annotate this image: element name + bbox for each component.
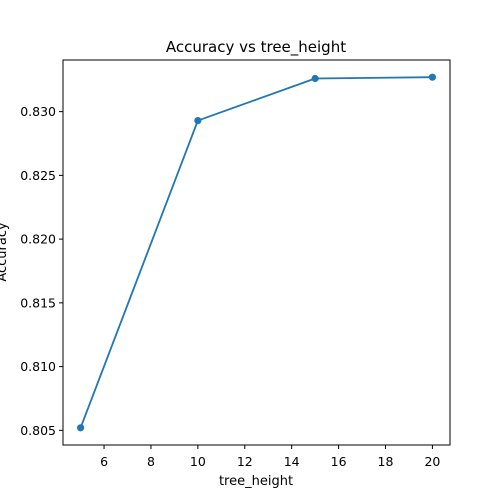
data-point (311, 74, 319, 83)
chart-title: Accuracy vs tree_height (166, 38, 346, 57)
y-tick-label: 0.820 (20, 232, 56, 247)
y-tick-label: 0.810 (20, 359, 56, 374)
y-tick-label: 0.830 (20, 104, 56, 119)
series-line (79, 76, 433, 429)
x-axis-ticks: 6 8 10 12 14 16 18 20 (100, 445, 440, 469)
y-tick-label: 0.805 (20, 423, 56, 438)
y-tick-label: 0.815 (20, 295, 56, 310)
x-tick-label: 14 (284, 454, 300, 469)
y-tick-label: 0.825 (20, 168, 56, 183)
x-axis-label: tree_height (219, 474, 293, 489)
x-tick-label: 12 (237, 454, 253, 469)
data-point (194, 116, 202, 125)
plot-frame (62, 59, 451, 446)
series-layer (76, 73, 437, 432)
x-tick-label: 18 (378, 454, 394, 469)
x-tick-label: 10 (190, 454, 206, 469)
x-tick-label: 16 (331, 454, 347, 469)
data-point (428, 73, 437, 81)
x-tick-label: 8 (147, 454, 155, 469)
y-axis-label: Accuracy (0, 222, 10, 282)
plot-area (63, 60, 450, 445)
y-axis-ticks: 0.805 0.810 0.815 0.820 0.825 0.830 (20, 104, 63, 438)
x-tick-label: 20 (424, 454, 440, 469)
data-point (76, 424, 85, 432)
x-tick-label: 6 (100, 454, 108, 469)
